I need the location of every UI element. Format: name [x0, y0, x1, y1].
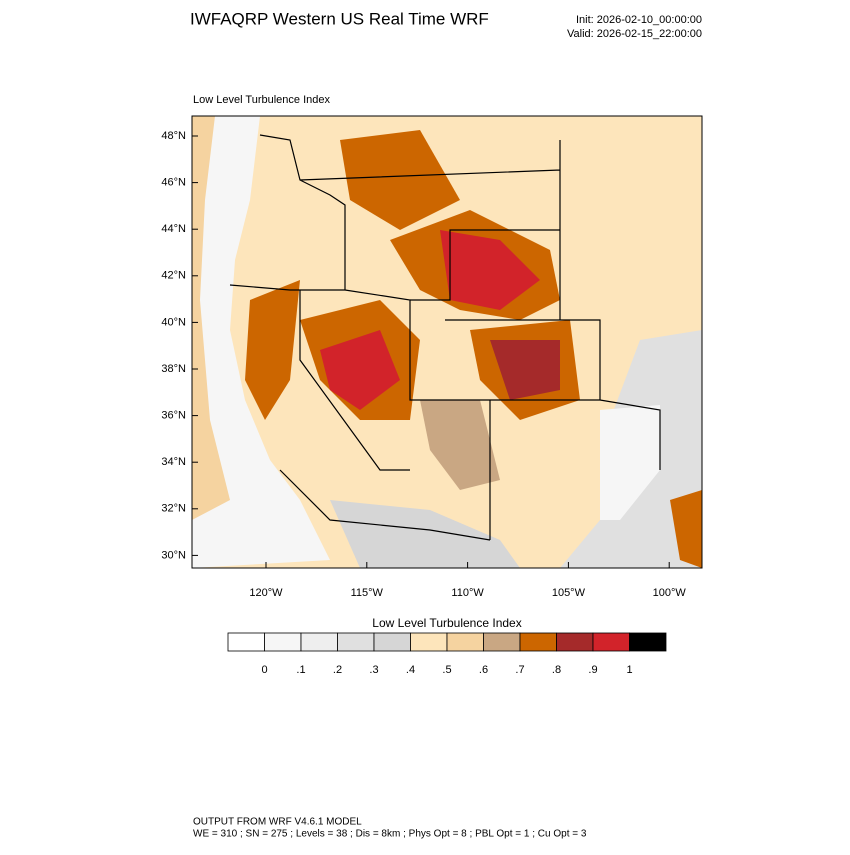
- offshore-area: [192, 116, 230, 520]
- colorbar-label: 0: [261, 664, 267, 676]
- colorbar-label: .5: [442, 664, 451, 676]
- map: [191, 115, 703, 569]
- init-time: Init: 2026-02-10_00:00:00: [576, 14, 702, 26]
- colorbar-label: .3: [369, 664, 378, 676]
- colorbar-label: .9: [588, 664, 597, 676]
- lon-label: 100°W: [653, 587, 687, 599]
- colorbar-box: [483, 632, 521, 652]
- colorbar-box: [519, 632, 557, 652]
- very-high-index-area: [320, 330, 400, 410]
- colorbar-label: .4: [406, 664, 415, 676]
- lat-label: 48°N: [161, 130, 186, 142]
- texas-area: [600, 405, 660, 520]
- colorbar-box: [300, 632, 338, 652]
- title: IWFAQRP Western US Real Time WRF: [190, 9, 489, 28]
- lat-label: 46°N: [161, 177, 186, 189]
- colorbar-label: .6: [479, 664, 488, 676]
- colorbar-title: Low Level Turbulence Index: [372, 616, 521, 630]
- high-index-area: [670, 490, 702, 568]
- ocean-area: [192, 116, 330, 568]
- lat-label: 36°N: [161, 410, 186, 422]
- lat-label: 34°N: [161, 456, 186, 468]
- colorbar-box: [629, 632, 667, 652]
- colorbar-box: [556, 632, 594, 652]
- lon-label: 110°W: [451, 587, 484, 599]
- colorbar-label: .8: [552, 664, 561, 676]
- colorbar-box: [373, 632, 411, 652]
- map-axes: 48°N 46°N 44°N 42°N 40°N 38°N 36°N 34°N 32°N 30°N…: [161, 130, 686, 599]
- very-high-index-area: [440, 230, 540, 310]
- lat-label: 44°N: [161, 223, 186, 235]
- colorbar-label: .2: [333, 664, 342, 676]
- footer-line: OUTPUT FROM WRF V4.6.1 MODEL: [193, 817, 362, 828]
- colorbar-box: [337, 632, 375, 652]
- moderate-index-area: [420, 400, 500, 490]
- lat-label: 32°N: [161, 503, 186, 515]
- lon-label: 115°W: [351, 587, 384, 599]
- footer-line: WE = 310 ; SN = 275 ; Levels = 38 ; Dis …: [193, 829, 587, 840]
- colorbar-label: .7: [515, 664, 524, 676]
- valid-time: Valid: 2026-02-15_22:00:00: [567, 28, 702, 40]
- colorbar-box: [410, 632, 448, 652]
- lat-label: 38°N: [161, 363, 186, 375]
- state-borders: [229, 134, 661, 541]
- lat-label: 42°N: [161, 270, 186, 282]
- lon-label: 120°W: [249, 587, 283, 599]
- very-high-index-area: [490, 340, 560, 400]
- colorbar-label: 1: [626, 664, 632, 676]
- map-title: Low Level Turbulence Index: [193, 94, 330, 106]
- colorbar-label: .1: [296, 664, 305, 676]
- colorbar-box: [592, 632, 630, 652]
- colorbar-box: [446, 632, 484, 652]
- high-index-area: [340, 130, 460, 230]
- colorbar-box: [264, 632, 302, 652]
- colorbar-box: [227, 632, 265, 652]
- high-index-area: [245, 280, 300, 420]
- lon-label: 105°W: [552, 587, 586, 599]
- map-frame: [191, 115, 703, 569]
- lat-label: 40°N: [161, 316, 186, 328]
- mexico-area: [330, 500, 520, 568]
- lat-label: 30°N: [161, 549, 186, 561]
- colorbar: 0 .1 .2 .3 .4 .5 .6 .7 .8 .9 1: [227, 632, 667, 676]
- plains-area: [560, 116, 702, 568]
